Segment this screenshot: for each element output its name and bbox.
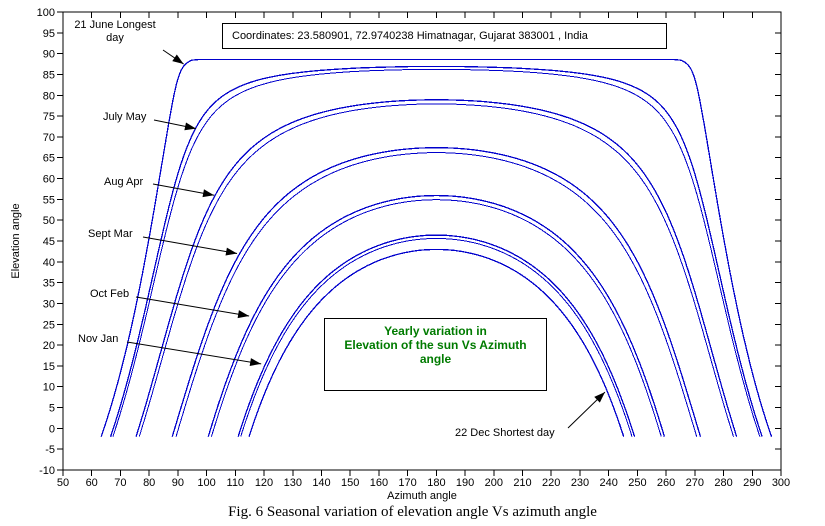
svg-text:110: 110 xyxy=(227,477,245,489)
svg-text:290: 290 xyxy=(743,477,761,489)
svg-text:300: 300 xyxy=(772,477,790,489)
annotation-21-june-longest-day: 21 June Longest day xyxy=(74,19,156,44)
svg-text:90: 90 xyxy=(172,477,184,489)
annotation-july-may: July May xyxy=(103,111,147,123)
yearly-variation-text-box: Yearly variation in Elevation of the sun… xyxy=(324,318,547,391)
svg-text:50: 50 xyxy=(57,477,69,489)
curve-aug-apr xyxy=(138,103,734,437)
svg-text:95: 95 xyxy=(43,28,55,40)
svg-text:80: 80 xyxy=(43,90,55,102)
curve-sept-mar xyxy=(175,152,698,437)
svg-text:65: 65 xyxy=(43,153,55,165)
curve-oct-feb xyxy=(207,194,666,437)
svg-text:100: 100 xyxy=(197,477,215,489)
coordinates-text-box: Coordinates: 23.580901, 72.9740238 Himat… xyxy=(222,23,667,49)
y-axis-label: Elevation angle xyxy=(10,203,22,278)
svg-text:230: 230 xyxy=(571,477,589,489)
curve-nov-jan xyxy=(240,237,633,437)
arrowhead-icon xyxy=(184,122,196,131)
annotation-arrows xyxy=(126,49,606,429)
svg-text:210: 210 xyxy=(513,477,531,489)
svg-text:20: 20 xyxy=(43,340,55,352)
svg-text:-5: -5 xyxy=(45,444,55,456)
svg-text:180: 180 xyxy=(427,477,445,489)
arrowhead-icon xyxy=(594,392,605,403)
svg-text:150: 150 xyxy=(341,477,359,489)
annotation-22-dec-shortest-day: 22 Dec Shortest day xyxy=(455,427,555,439)
curve-aug-apr xyxy=(135,99,738,437)
tick-labels: 50 60 70 80 90 100 110 120 130 140 150 160 170 180 190… xyxy=(37,7,791,489)
svg-text:270: 270 xyxy=(686,477,704,489)
svg-text:70: 70 xyxy=(43,132,55,144)
arrowhead-icon xyxy=(225,247,238,256)
annotation-aug-apr: Aug Apr xyxy=(104,176,144,188)
svg-text:70: 70 xyxy=(114,477,126,489)
svg-text:160: 160 xyxy=(370,477,388,489)
sun-path-curves xyxy=(100,58,773,437)
svg-text:10: 10 xyxy=(43,382,55,394)
svg-text:200: 200 xyxy=(485,477,503,489)
plot-border xyxy=(62,11,782,471)
arrowhead-icon xyxy=(237,310,250,319)
svg-text:35: 35 xyxy=(43,278,55,290)
curve-oct-feb xyxy=(210,199,662,437)
svg-text:50: 50 xyxy=(43,215,55,227)
svg-text:100: 100 xyxy=(37,7,55,19)
svg-text:130: 130 xyxy=(284,477,302,489)
svg-text:40: 40 xyxy=(43,257,55,269)
annotation-sept-mar: Sept Mar xyxy=(88,228,133,240)
figure-caption: Fig. 6 Seasonal variation of elevation a… xyxy=(228,504,597,520)
x-axis-label: Azimuth angle xyxy=(387,490,457,502)
axis-ticks xyxy=(57,11,782,476)
curve-july-may xyxy=(112,68,761,437)
svg-text:140: 140 xyxy=(312,477,330,489)
svg-text:220: 220 xyxy=(542,477,560,489)
annotation-nov-jan: Nov Jan xyxy=(78,333,119,345)
curve-21-june-longest-day- xyxy=(100,58,773,437)
svg-text:45: 45 xyxy=(43,236,55,248)
svg-text:190: 190 xyxy=(456,477,474,489)
curve-22-dec-shortest-day- xyxy=(248,248,625,437)
svg-text:60: 60 xyxy=(43,174,55,186)
svg-text:120: 120 xyxy=(255,477,273,489)
arrowhead-icon xyxy=(172,54,184,65)
svg-text:250: 250 xyxy=(628,477,646,489)
svg-text:85: 85 xyxy=(43,70,55,82)
svg-text:240: 240 xyxy=(600,477,618,489)
svg-text:25: 25 xyxy=(43,319,55,331)
svg-text:15: 15 xyxy=(43,361,55,373)
svg-text:60: 60 xyxy=(86,477,98,489)
svg-text:75: 75 xyxy=(43,111,55,123)
svg-text:170: 170 xyxy=(398,477,416,489)
svg-text:90: 90 xyxy=(43,49,55,61)
arrowhead-icon xyxy=(249,358,262,367)
svg-text:80: 80 xyxy=(143,477,155,489)
svg-text:-10: -10 xyxy=(39,465,55,477)
svg-text:260: 260 xyxy=(657,477,675,489)
curve-sept-mar xyxy=(171,147,702,437)
svg-text:30: 30 xyxy=(43,299,55,311)
svg-text:55: 55 xyxy=(43,194,55,206)
curve-nov-jan xyxy=(237,234,636,437)
arrowhead-icon xyxy=(202,189,215,198)
axis-titles: Azimuth angle Elevation angle xyxy=(10,203,457,502)
curve-july-may xyxy=(109,65,763,437)
annotation-oct-feb: Oct Feb xyxy=(90,288,130,300)
svg-text:0: 0 xyxy=(49,423,55,435)
svg-text:5: 5 xyxy=(49,403,55,415)
svg-text:280: 280 xyxy=(714,477,732,489)
